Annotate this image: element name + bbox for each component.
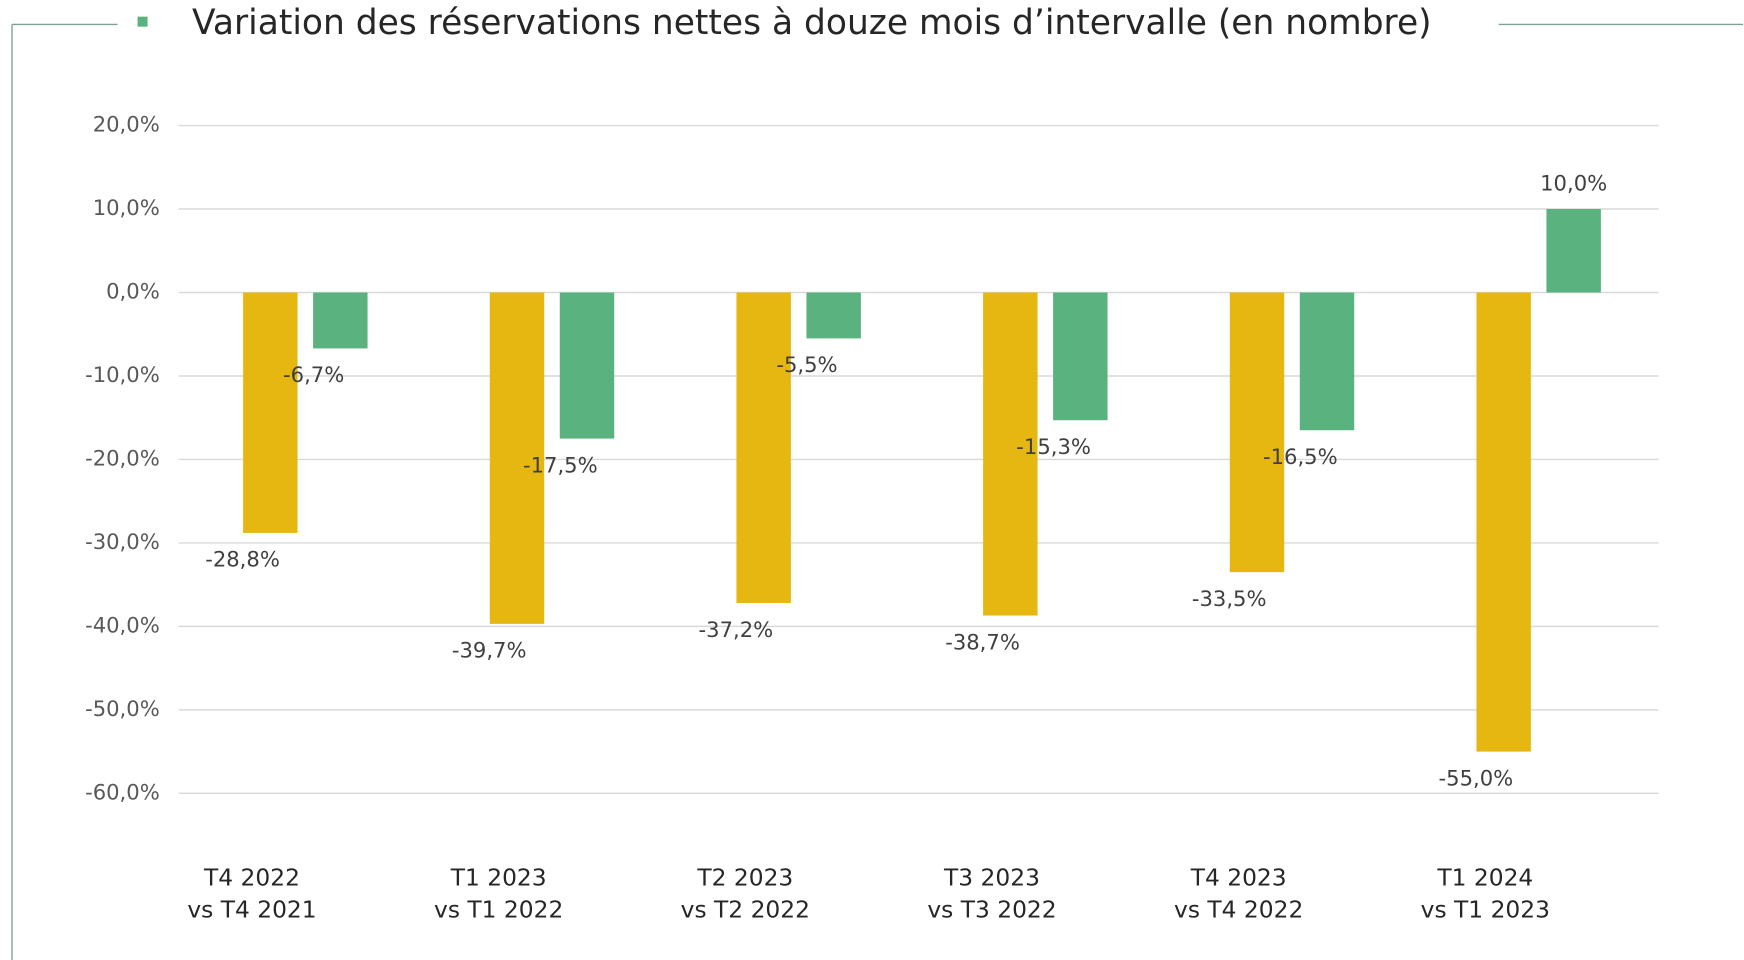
x-tick-label: vs T4 2021	[187, 896, 316, 924]
y-tick-label: 20,0%	[93, 112, 160, 137]
bar	[313, 292, 368, 349]
value-label: -38,7%	[945, 629, 1020, 654]
x-tick-label: vs T3 2022	[927, 896, 1056, 924]
value-label: -15,3%	[1016, 434, 1091, 459]
x-tick-label: T2 2023	[696, 863, 793, 891]
y-tick-label: -40,0%	[85, 612, 160, 637]
value-label: -6,7%	[283, 362, 344, 387]
y-tick-label: -50,0%	[85, 696, 160, 721]
x-tick-label: vs T4 2022	[1174, 896, 1303, 924]
value-label: -37,2%	[699, 617, 774, 642]
bullet	[137, 16, 148, 27]
value-label: -5,5%	[776, 352, 837, 377]
bar	[243, 292, 298, 533]
bar	[559, 292, 615, 439]
x-tick-label: T1 2024	[1436, 863, 1533, 891]
x-tick-label: vs T1 2023	[1421, 896, 1550, 924]
value-label: -55,0%	[1439, 765, 1514, 790]
x-tick-label: T1 2023	[450, 863, 547, 891]
bar	[806, 292, 861, 339]
y-tick-label: 0,0%	[106, 279, 160, 304]
bar	[736, 292, 791, 604]
bar	[983, 292, 1038, 616]
chart-title: Variation des réservations nettes à douz…	[192, 3, 1432, 43]
x-tick-label: T4 2023	[1190, 863, 1287, 891]
value-label: 10,0%	[1540, 171, 1607, 196]
bar	[1299, 292, 1355, 431]
y-tick-label: -10,0%	[85, 362, 160, 387]
x-tick-label: vs T2 2022	[681, 896, 810, 924]
y-tick-label: -60,0%	[85, 779, 160, 804]
value-label: -17,5%	[523, 452, 598, 477]
bar	[1229, 292, 1285, 573]
bar	[489, 292, 545, 624]
x-tick-label: T4 2022	[203, 863, 300, 891]
y-tick-label: 10,0%	[93, 195, 160, 220]
value-label: -28,8%	[205, 547, 280, 572]
bar	[1053, 292, 1108, 421]
bar	[1476, 292, 1531, 752]
x-tick-label: vs T1 2022	[434, 896, 563, 924]
value-label: -16,5%	[1263, 444, 1338, 469]
value-label: -39,7%	[452, 638, 527, 663]
x-tick-label: T3 2023	[943, 863, 1040, 891]
bar	[1546, 209, 1601, 293]
y-tick-label: -30,0%	[85, 529, 160, 554]
y-tick-label: -20,0%	[85, 445, 160, 470]
value-label: -33,5%	[1192, 586, 1267, 611]
